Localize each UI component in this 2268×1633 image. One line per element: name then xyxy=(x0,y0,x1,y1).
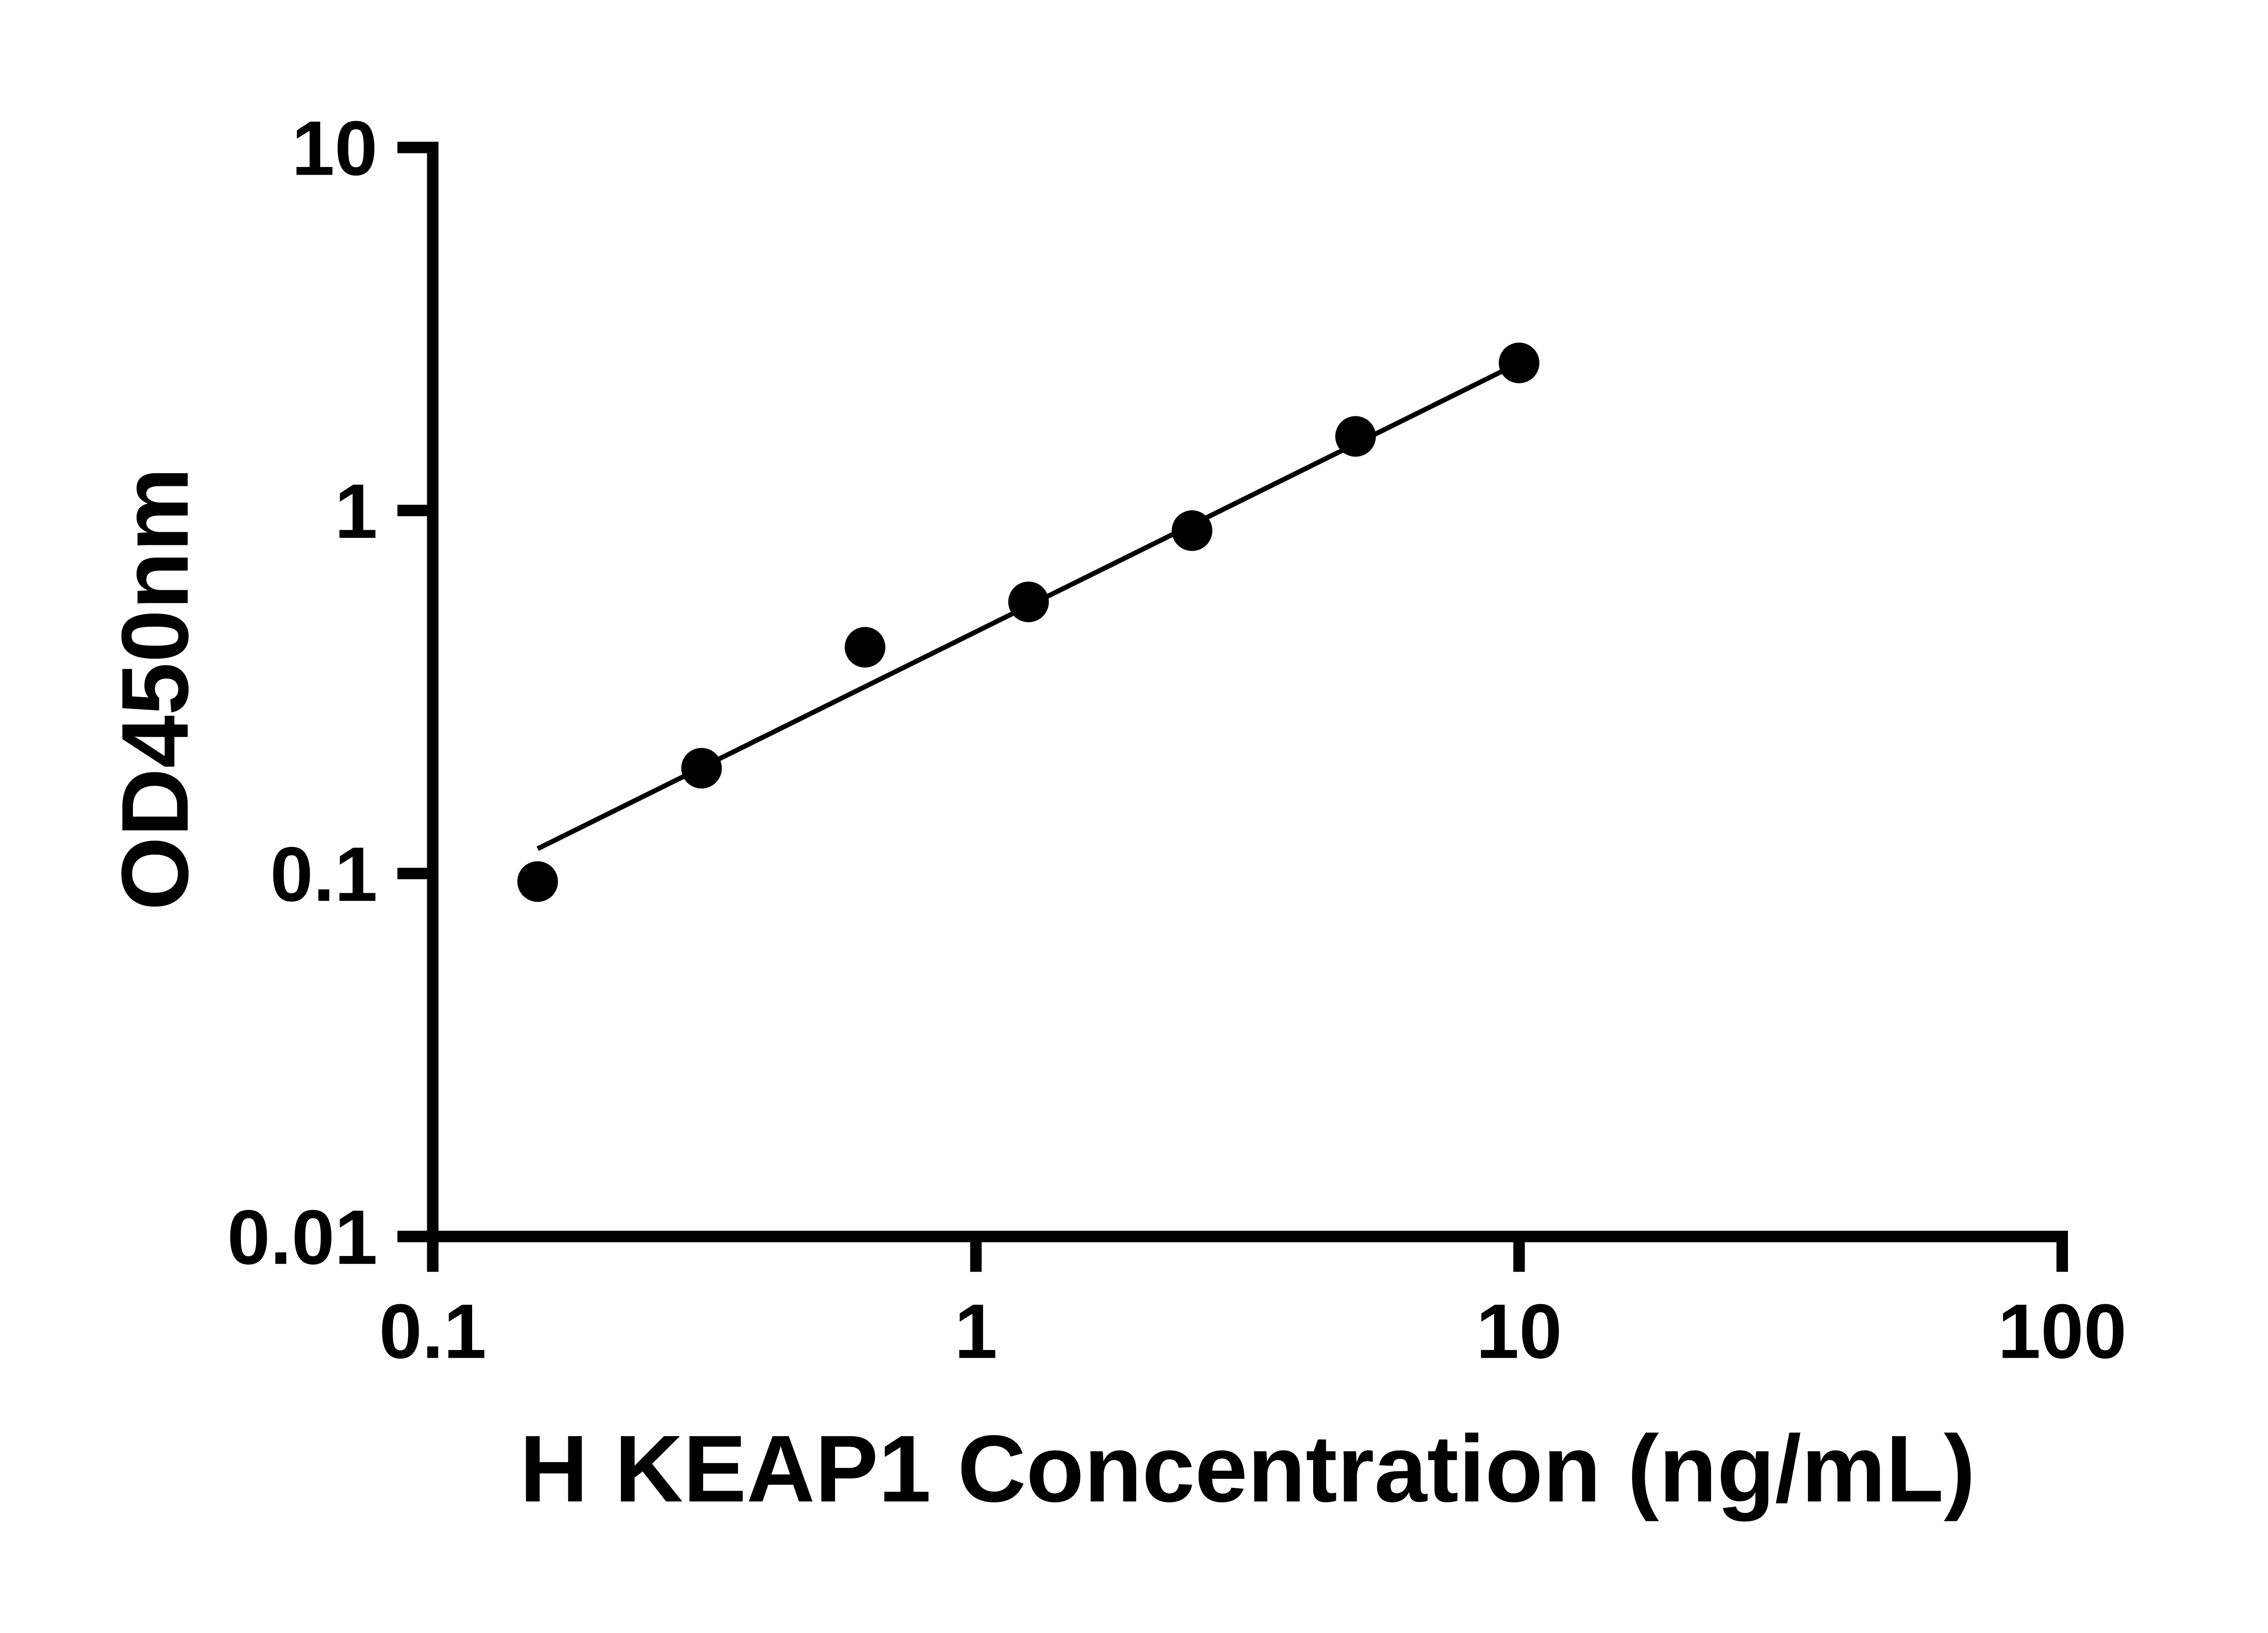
x-tick-label: 1 xyxy=(954,1289,997,1375)
y-tick-label: 1 xyxy=(335,469,378,555)
y-axis-title: OD450nm xyxy=(103,467,208,910)
y-tick-label: 0.1 xyxy=(270,831,378,918)
x-tick-label: 0.1 xyxy=(379,1289,487,1375)
data-point xyxy=(1335,416,1376,457)
data-point xyxy=(517,861,558,902)
data-point xyxy=(681,748,722,789)
data-point xyxy=(1172,510,1212,551)
data-point xyxy=(1008,582,1049,622)
data-point xyxy=(1499,342,1540,383)
elisa-standard-curve-figure: 0.1 1 10 100 0.01 0.1 1 10 OD450nm H KEAP1 Conc… xyxy=(102,105,2127,1522)
x-tick-label: 100 xyxy=(1998,1289,2126,1375)
x-axis-title: H KEAP1 Concentration (ng/mL) xyxy=(520,1416,1975,1522)
data-point xyxy=(845,627,885,668)
y-tick-label: 0.01 xyxy=(227,1194,378,1281)
x-tick-label: 10 xyxy=(1476,1289,1562,1375)
y-tick-label: 10 xyxy=(292,106,378,192)
